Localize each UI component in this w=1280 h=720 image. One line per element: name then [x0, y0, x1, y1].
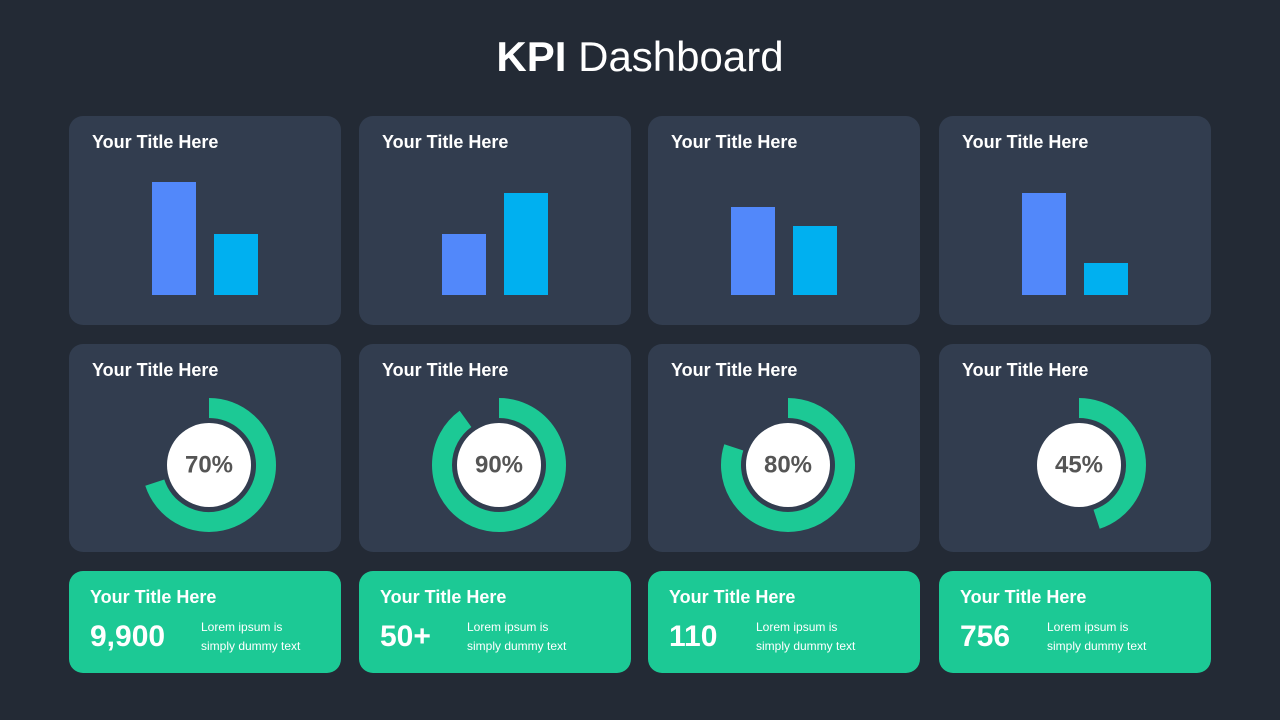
stat-text: simply dummy text	[1047, 639, 1147, 653]
percent-label: 45%	[1055, 451, 1103, 478]
card-title: Your Title Here	[92, 132, 218, 152]
stat-value: 756	[960, 620, 1010, 653]
card-title: Your Title Here	[92, 360, 218, 380]
stat-value: 50+	[380, 620, 431, 653]
stat-text: simply dummy text	[201, 639, 301, 653]
card	[69, 571, 341, 673]
stat-text: Lorem ipsum is	[467, 620, 548, 634]
stat-title: Your Title Here	[380, 587, 506, 607]
bar	[214, 234, 258, 295]
stat-text: simply dummy text	[467, 639, 567, 653]
inner-circle	[457, 423, 541, 507]
page-title: KPI Dashboard	[496, 33, 783, 80]
bar	[1084, 263, 1128, 295]
stat-title: Your Title Here	[669, 587, 795, 607]
stat-text: simply dummy text	[756, 639, 856, 653]
bar	[731, 207, 775, 295]
progress-arc	[1078, 398, 1146, 529]
card	[939, 116, 1211, 325]
stat-text: Lorem ipsum is	[1047, 620, 1128, 634]
bar	[793, 226, 837, 295]
card	[939, 571, 1211, 673]
progress-arc	[432, 398, 566, 532]
percent-label: 70%	[185, 451, 233, 478]
card	[648, 571, 920, 673]
title-rest: Dashboard	[578, 33, 783, 80]
stat-text: Lorem ipsum is	[756, 620, 837, 634]
stat-title: Your Title Here	[90, 587, 216, 607]
inner-circle	[167, 423, 251, 507]
card-title: Your Title Here	[962, 360, 1088, 380]
percent-label: 80%	[764, 451, 812, 478]
bar	[442, 234, 486, 295]
card	[359, 571, 631, 673]
card	[648, 116, 920, 325]
progress-arc	[145, 398, 276, 532]
bar	[1022, 193, 1066, 295]
stat-value: 9,900	[90, 620, 165, 653]
title-bold: KPI	[496, 33, 566, 80]
stat-text: Lorem ipsum is	[201, 620, 282, 634]
card-title: Your Title Here	[671, 360, 797, 380]
inner-circle	[746, 423, 830, 507]
stat-title: Your Title Here	[960, 587, 1086, 607]
card	[359, 116, 631, 325]
bar	[152, 182, 196, 295]
card-title: Your Title Here	[382, 360, 508, 380]
card-title: Your Title Here	[671, 132, 797, 152]
card	[69, 116, 341, 325]
card-title: Your Title Here	[962, 132, 1088, 152]
progress-arc	[721, 398, 855, 532]
bar	[504, 193, 548, 295]
inner-circle	[1037, 423, 1121, 507]
stat-value: 110	[669, 620, 717, 653]
card-title: Your Title Here	[382, 132, 508, 152]
percent-label: 90%	[475, 451, 523, 478]
